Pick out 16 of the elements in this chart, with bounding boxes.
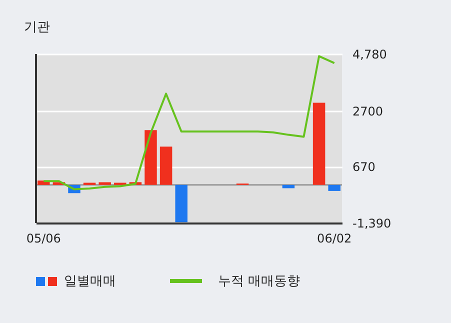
bar [160,146,172,185]
bar [175,184,188,222]
bar [98,182,111,185]
x-tick-label: 06/02 [317,232,352,246]
y-tick-label: 4,780 [352,48,387,62]
bar [328,184,340,191]
legend-label: 누적 매매동향 [218,273,300,290]
x-tick-label: 05/06 [26,232,61,246]
y-tick-label: 2700 [352,104,384,118]
bar [144,130,157,185]
y-tick-label: 670 [352,160,376,174]
chart-title: 기관 [24,20,50,35]
bar [312,102,326,185]
y-tick-label: -1,390 [352,216,392,230]
legend-label: 일별매매 [64,273,116,290]
line-series [42,55,336,190]
